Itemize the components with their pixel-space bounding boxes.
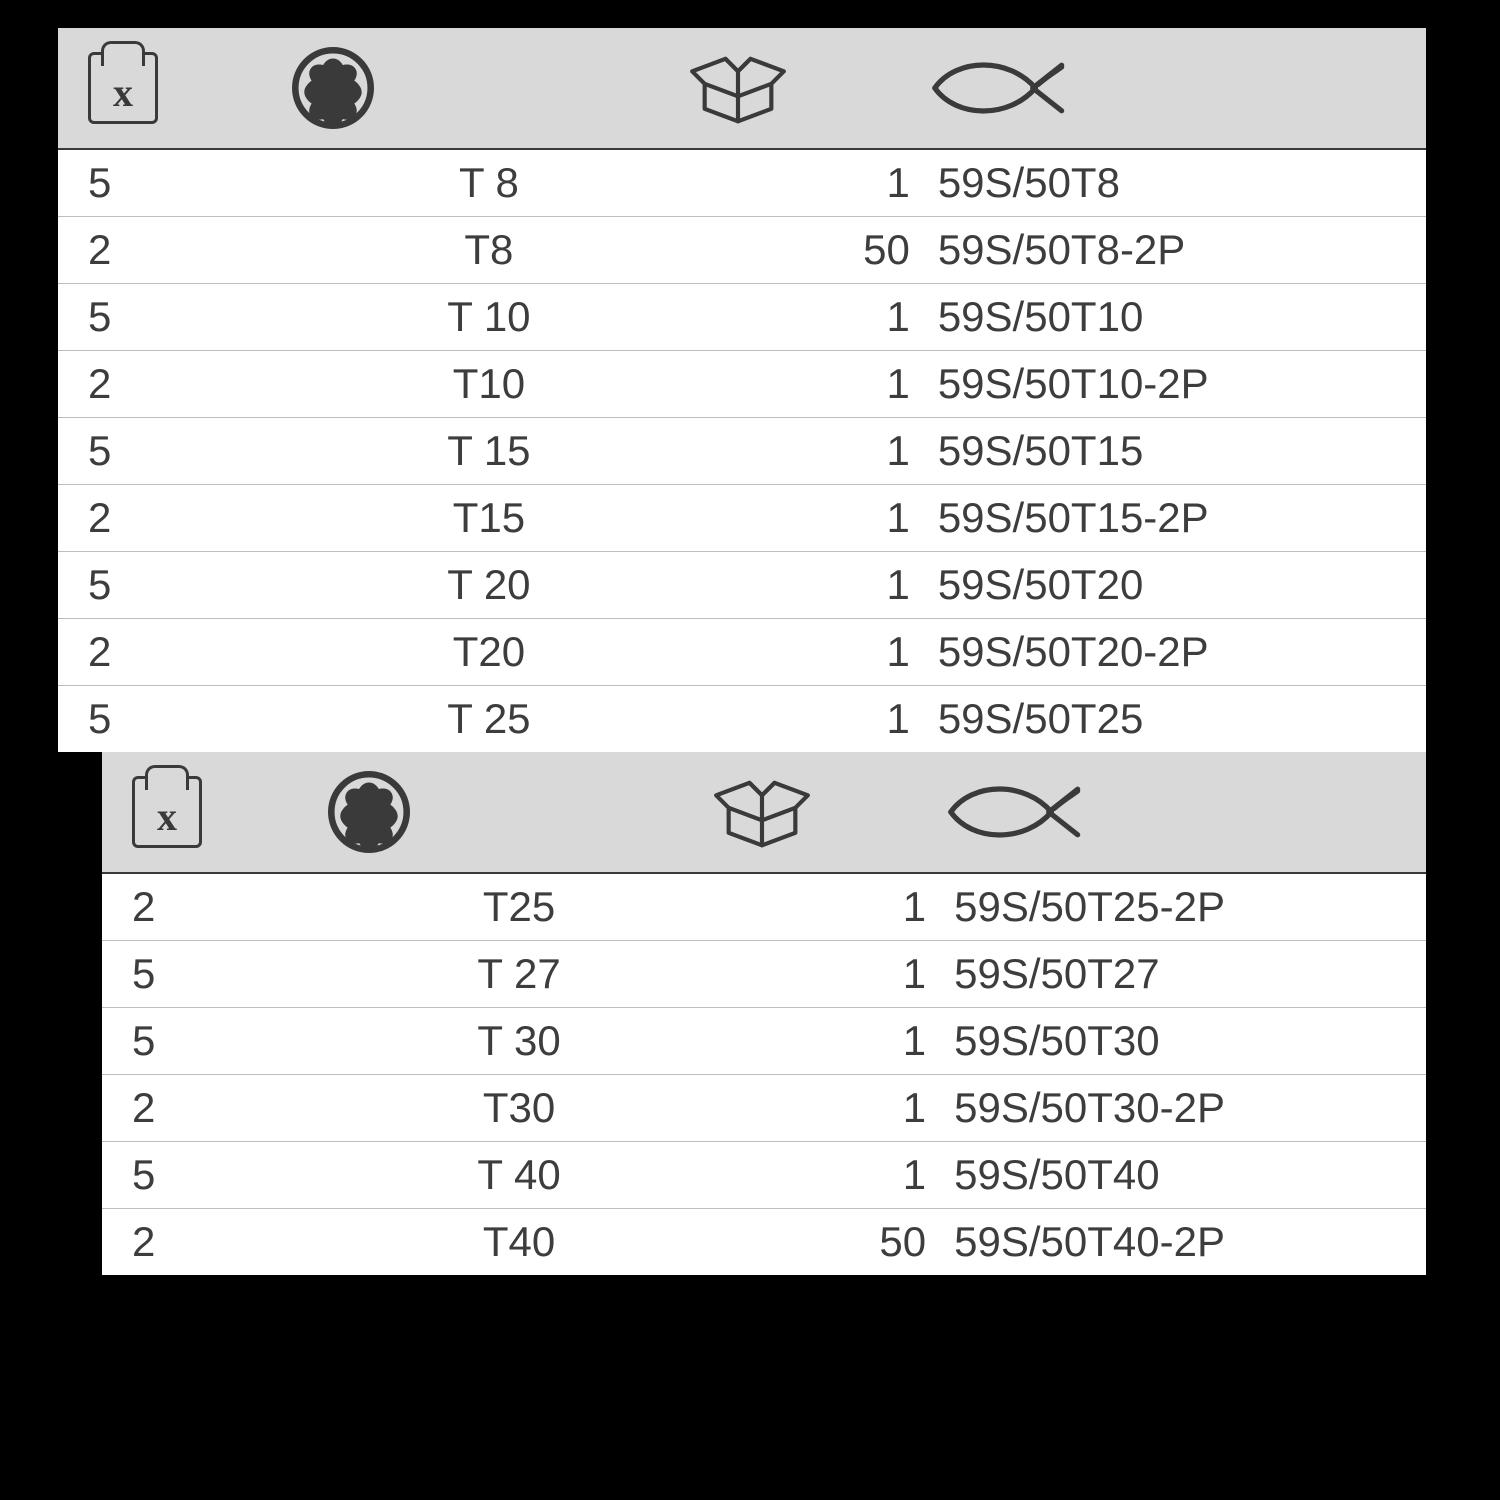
part-code-cell: 59S/50T15-2P: [920, 485, 1426, 552]
pack-qty-cell: 1: [687, 149, 920, 217]
torx-size-cell: T10: [291, 351, 688, 418]
package-tag-icon: x: [132, 776, 202, 848]
pack-qty-cell: 1: [711, 1075, 936, 1142]
torx-size-cell: T 15: [291, 418, 688, 485]
open-box-icon: [688, 49, 914, 127]
pack-qty-cell: 1: [711, 1008, 936, 1075]
part-code-cell: 59S/50T27: [936, 941, 1426, 1008]
package-tag-icon: x: [88, 52, 158, 124]
torx-size-cell: T 40: [327, 1142, 711, 1209]
qty-cell: 2: [58, 217, 291, 284]
pack-qty-cell: 1: [687, 284, 920, 351]
table-row: 5T 27159S/50T27: [102, 941, 1426, 1008]
pack-qty-cell: 1: [711, 1142, 936, 1209]
product-table-1: x: [58, 28, 1426, 752]
table-row: 2T10159S/50T10-2P: [58, 351, 1426, 418]
table-row: 5T 40159S/50T40: [102, 1142, 1426, 1209]
pack-qty-cell: 1: [687, 418, 920, 485]
torx-size-cell: T 27: [327, 941, 711, 1008]
table-header: x: [58, 28, 1426, 149]
qty-cell: 2: [58, 351, 291, 418]
part-code-cell: 59S/50T8-2P: [920, 217, 1426, 284]
pack-qty-cell: 1: [687, 485, 920, 552]
part-code-cell: 59S/50T25: [920, 686, 1426, 753]
torx-size-cell: T8: [291, 217, 688, 284]
part-code-cell: 59S/50T40-2P: [936, 1209, 1426, 1276]
torx-size-cell: T15: [291, 485, 688, 552]
part-code-cell: 59S/50T30-2P: [936, 1075, 1426, 1142]
qty-cell: 5: [58, 552, 291, 619]
table-row: 2T405059S/50T40-2P: [102, 1209, 1426, 1276]
part-code-cell: 59S/50T15: [920, 418, 1426, 485]
fish-icon: [942, 777, 1425, 847]
pack-qty-cell: 1: [687, 686, 920, 753]
torx-icon: [292, 47, 687, 129]
qty-cell: 5: [58, 284, 291, 351]
pack-qty-cell: 1: [687, 351, 920, 418]
package-tag-label: x: [157, 794, 177, 839]
table-row: 5T 20159S/50T20: [58, 552, 1426, 619]
part-code-cell: 59S/50T25-2P: [936, 873, 1426, 941]
qty-cell: 2: [102, 873, 327, 941]
pack-qty-cell: 1: [687, 619, 920, 686]
torx-size-cell: T 8: [291, 149, 688, 217]
package-tag-label: x: [113, 70, 133, 115]
part-code-cell: 59S/50T30: [936, 1008, 1426, 1075]
qty-cell: 2: [58, 619, 291, 686]
torx-size-cell: T 10: [291, 284, 688, 351]
table-row: 2T30159S/50T30-2P: [102, 1075, 1426, 1142]
spec-table: x: [102, 752, 1426, 1275]
torx-size-cell: T30: [327, 1075, 711, 1142]
torx-size-cell: T40: [327, 1209, 711, 1276]
qty-cell: 5: [102, 1008, 327, 1075]
qty-cell: 2: [58, 485, 291, 552]
table-row: 2T20159S/50T20-2P: [58, 619, 1426, 686]
pack-qty-cell: 50: [687, 217, 920, 284]
part-code-cell: 59S/50T8: [920, 149, 1426, 217]
part-code-cell: 59S/50T40: [936, 1142, 1426, 1209]
torx-size-cell: T 25: [291, 686, 688, 753]
pack-qty-cell: 1: [711, 873, 936, 941]
table-row: 2T25159S/50T25-2P: [102, 873, 1426, 941]
torx-size-cell: T 20: [291, 552, 688, 619]
qty-cell: 5: [102, 1142, 327, 1209]
torx-size-cell: T20: [291, 619, 688, 686]
table-row: 5T 8159S/50T8: [58, 149, 1426, 217]
torx-size-cell: T 30: [327, 1008, 711, 1075]
table-header: x: [102, 752, 1426, 873]
qty-cell: 5: [58, 418, 291, 485]
qty-cell: 5: [102, 941, 327, 1008]
table-row: 2T15159S/50T15-2P: [58, 485, 1426, 552]
part-code-cell: 59S/50T10: [920, 284, 1426, 351]
table-row: 5T 15159S/50T15: [58, 418, 1426, 485]
part-code-cell: 59S/50T20-2P: [920, 619, 1426, 686]
part-code-cell: 59S/50T10-2P: [920, 351, 1426, 418]
pack-qty-cell: 1: [711, 941, 936, 1008]
qty-cell: 5: [58, 149, 291, 217]
torx-size-cell: T25: [327, 873, 711, 941]
pack-qty-cell: 1: [687, 552, 920, 619]
table-row: 5T 30159S/50T30: [102, 1008, 1426, 1075]
qty-cell: 5: [58, 686, 291, 753]
fish-icon: [926, 53, 1425, 123]
spec-table: x: [58, 28, 1426, 752]
table-row: 2T85059S/50T8-2P: [58, 217, 1426, 284]
torx-icon: [328, 771, 710, 853]
table-row: 5T 25159S/50T25: [58, 686, 1426, 753]
part-code-cell: 59S/50T20: [920, 552, 1426, 619]
qty-cell: 2: [102, 1075, 327, 1142]
table-row: 5T 10159S/50T10: [58, 284, 1426, 351]
open-box-icon: [712, 773, 930, 851]
product-table-2: x: [102, 752, 1426, 1275]
pack-qty-cell: 50: [711, 1209, 936, 1276]
page: x: [0, 0, 1500, 1500]
qty-cell: 2: [102, 1209, 327, 1276]
